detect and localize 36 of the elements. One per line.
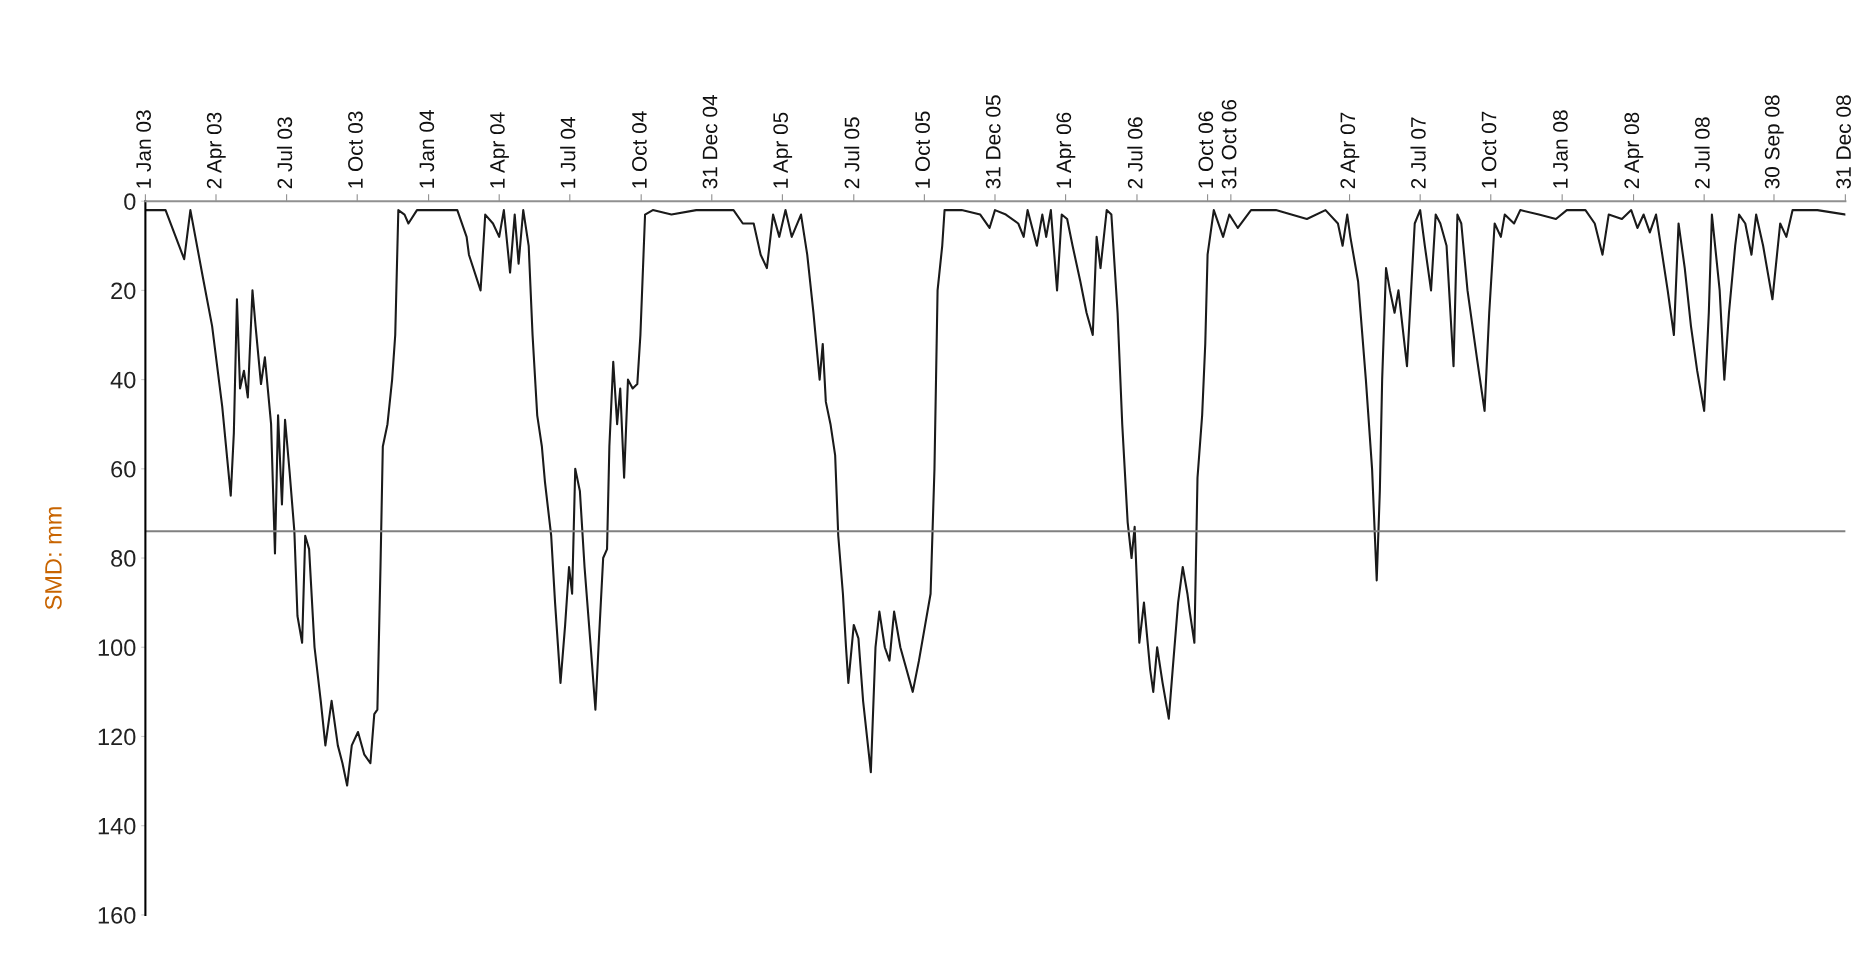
x-tick-label: 2 Jul 06: [1127, 117, 1143, 189]
x-tick-label: 1 Oct 05: [915, 111, 930, 188]
x-tick-label: 2 Jul 05: [844, 117, 860, 189]
x-tick-label: 1 Jan 08: [1553, 110, 1568, 188]
y-tick-label: 80: [111, 550, 136, 567]
x-tick-label: 1 Oct 07: [1481, 111, 1497, 188]
y-tick-label: 20: [111, 282, 136, 300]
y-tick-label: 100: [98, 639, 136, 657]
x-tick-label: 1 Apr 06: [1056, 112, 1076, 188]
y-tick-label: 60: [111, 460, 136, 478]
y-axis-title: SMD: mm: [45, 507, 62, 610]
x-tick-label: 1 Jul 04: [560, 117, 576, 188]
y-tick-label: 40: [110, 371, 136, 389]
y-tick-label: 160: [98, 906, 136, 924]
x-tick-label: 2 Apr 07: [1340, 112, 1360, 189]
x-tick-label: 1 Apr 05: [773, 112, 793, 188]
x-tick-label: 2 Apr 08: [1624, 112, 1644, 189]
x-tick-label: 31 Dec 05: [985, 95, 1001, 189]
x-tick-label: 31 Dec 04: [702, 95, 718, 189]
x-tick-label: 1 Oct 04: [632, 111, 647, 188]
x-tick-label: 2 Jul 03: [276, 117, 293, 189]
x-tick-label: 1 Apr 04: [490, 112, 509, 188]
y-tick-label: 140: [98, 817, 136, 835]
x-tick-label: 31 Oct 06: [1221, 99, 1237, 189]
x-tick-label: 30 Sep 08: [1764, 95, 1784, 189]
line-series: [145, 209, 1846, 787]
x-tick-label: 2 Jul 07: [1410, 117, 1426, 189]
x-tick-label: 1 Jan 04: [419, 110, 435, 188]
x-tick-label: 1 Oct 06: [1198, 111, 1214, 188]
y-tick-label: 120: [98, 728, 136, 746]
x-tick-label: 1 Jan 03: [136, 110, 151, 188]
x-tick-label: 31 Dec 08: [1836, 95, 1851, 189]
x-tick-label: 2 Jul 08: [1694, 117, 1710, 189]
x-tick-label: 2 Apr 03: [206, 112, 226, 189]
y-tick-label: 0: [124, 193, 136, 210]
x-tick-label: 1 Oct 03: [348, 111, 363, 188]
